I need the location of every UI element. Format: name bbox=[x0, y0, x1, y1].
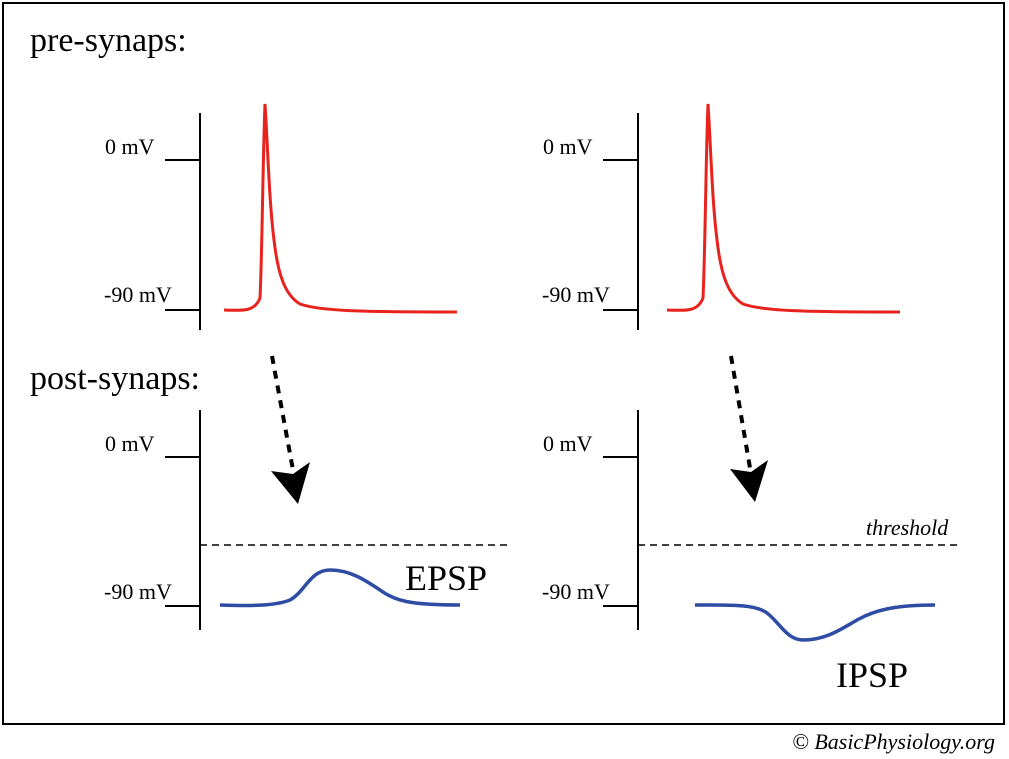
epsp-curve bbox=[219, 568, 461, 608]
pre-synaps-title: pre-synaps: bbox=[30, 22, 187, 59]
pre-right-rest-label: -90 mV bbox=[542, 282, 610, 307]
ipsp-label: IPSP bbox=[836, 655, 909, 695]
ipsp-curve bbox=[694, 603, 936, 642]
post-synaps-title: post-synaps: bbox=[30, 360, 200, 397]
epsp-label: EPSP bbox=[405, 558, 488, 598]
action-potential-left bbox=[223, 103, 458, 314]
post-left-axes bbox=[165, 410, 201, 630]
pre-right-axes bbox=[603, 113, 639, 330]
diagram-frame bbox=[2, 2, 1005, 725]
arrow-left bbox=[270, 355, 310, 504]
action-potential-right bbox=[666, 103, 901, 314]
post-right-axes bbox=[603, 410, 639, 630]
pre-left-rest-label: -90 mV bbox=[104, 282, 172, 307]
post-left-zero-label: 0 mV bbox=[105, 431, 155, 456]
pre-left-zero-label: 0 mV bbox=[105, 134, 155, 159]
threshold-label: threshold bbox=[866, 515, 949, 540]
pre-left-axes bbox=[165, 113, 201, 330]
arrow-right bbox=[729, 355, 768, 502]
post-left-rest-label: -90 mV bbox=[104, 579, 172, 604]
pre-right-zero-label: 0 mV bbox=[543, 134, 593, 159]
post-right-rest-label: -90 mV bbox=[542, 579, 610, 604]
copyright-notice: © BasicPhysiology.org bbox=[792, 729, 995, 754]
post-right-zero-label: 0 mV bbox=[543, 431, 593, 456]
